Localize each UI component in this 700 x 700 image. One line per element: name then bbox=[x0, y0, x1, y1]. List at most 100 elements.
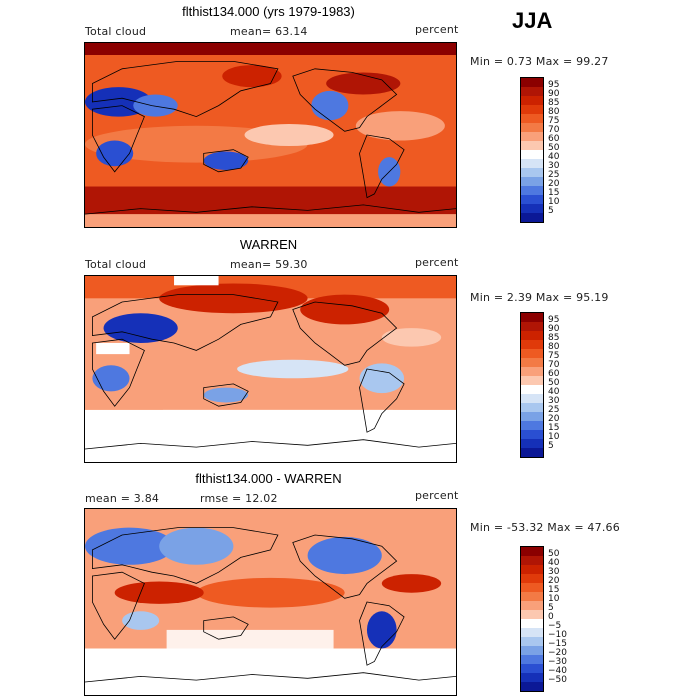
colorbar-swatch bbox=[521, 186, 543, 195]
panel-2-colorbar-ticks: 95 90 85 80 75 70 60 50 40 30 25 20 15 10 5 bbox=[548, 312, 578, 458]
colorbar-tick-label: 75 bbox=[548, 116, 560, 126]
map-shading bbox=[203, 387, 249, 403]
colorbar-swatch bbox=[521, 78, 543, 87]
colorbar-tick-label: 20 bbox=[548, 576, 560, 586]
coastline bbox=[92, 571, 145, 640]
colorbar-tick-label: 5 bbox=[548, 603, 554, 613]
map-shading bbox=[166, 629, 334, 653]
map-shading bbox=[92, 365, 130, 392]
colorbar-swatch bbox=[521, 313, 543, 322]
colorbar-tick-label: −20 bbox=[548, 648, 567, 658]
colorbar-swatch bbox=[521, 646, 543, 655]
colorbar-tick-label: 70 bbox=[548, 360, 560, 370]
colorbar-tick-label: 25 bbox=[548, 170, 560, 180]
colorbar-swatch bbox=[521, 421, 543, 430]
coastline bbox=[292, 301, 398, 366]
colorbar-tick-label: 60 bbox=[548, 369, 560, 379]
colorbar-tick-label: 30 bbox=[548, 396, 560, 406]
colorbar-swatch bbox=[521, 682, 543, 691]
coastline bbox=[203, 149, 249, 173]
colorbar-tick-label: 25 bbox=[548, 405, 560, 415]
panel-3-map-svg bbox=[85, 509, 456, 695]
colorbar-tick-label: 10 bbox=[548, 432, 560, 442]
colorbar-swatch bbox=[521, 556, 543, 565]
map-shading bbox=[85, 214, 456, 227]
colorbar-swatch bbox=[521, 105, 543, 114]
colorbar-tick-label: 40 bbox=[548, 558, 560, 568]
panel-3-rmse-label: rmse = 12.02 bbox=[200, 492, 278, 505]
colorbar-swatch bbox=[521, 403, 543, 412]
colorbar-tick-label: 40 bbox=[548, 152, 560, 162]
colorbar-tick-label: 80 bbox=[548, 107, 560, 117]
coastline bbox=[92, 527, 279, 584]
colorbar-tick-label: 95 bbox=[548, 80, 560, 90]
coastline bbox=[203, 616, 249, 640]
colorbar-swatch bbox=[521, 349, 543, 358]
colorbar-swatch bbox=[521, 358, 543, 367]
panel-3-title: flthist134.000 - WARREN bbox=[195, 471, 342, 486]
colorbar-swatch bbox=[521, 322, 543, 331]
colorbar-tick-label: 40 bbox=[548, 387, 560, 397]
colorbar-swatch bbox=[521, 87, 543, 96]
colorbar-swatch bbox=[521, 574, 543, 583]
colorbar-tick-label: 50 bbox=[548, 143, 560, 153]
map-shading bbox=[381, 574, 442, 593]
coastline bbox=[85, 672, 456, 683]
colorbar-swatch bbox=[521, 619, 543, 628]
map-shading bbox=[196, 577, 345, 608]
colorbar-swatch bbox=[521, 673, 543, 682]
colorbar-tick-label: 95 bbox=[548, 315, 560, 325]
map-shading bbox=[85, 411, 456, 462]
map-shading bbox=[159, 283, 308, 314]
colorbar-tick-label: 20 bbox=[548, 179, 560, 189]
colorbar-swatch bbox=[521, 385, 543, 394]
map-shading bbox=[114, 581, 204, 604]
coastline bbox=[92, 338, 145, 407]
colorbar-swatch bbox=[521, 195, 543, 204]
panel-2-map bbox=[84, 275, 457, 463]
map-shading bbox=[85, 648, 456, 695]
colorbar-tick-label: 5 bbox=[548, 206, 554, 216]
map-shading bbox=[174, 276, 219, 286]
map-shading bbox=[133, 94, 178, 117]
colorbar-tick-label: 15 bbox=[548, 585, 560, 595]
colorbar-swatch bbox=[521, 168, 543, 177]
colorbar-tick-label: 5 bbox=[548, 441, 554, 451]
colorbar-tick-label: 50 bbox=[548, 549, 560, 559]
panel-2-mean-label: mean= 59.30 bbox=[230, 258, 308, 271]
colorbar-swatch bbox=[521, 592, 543, 601]
colorbar-swatch bbox=[521, 439, 543, 448]
map-shading bbox=[203, 151, 249, 170]
panel-1-mean-label: mean= 63.14 bbox=[230, 25, 308, 38]
map-shading bbox=[359, 363, 405, 394]
colorbar-tick-label: 30 bbox=[548, 161, 560, 171]
map-shading bbox=[222, 65, 282, 88]
panel-1-colorbar bbox=[520, 77, 544, 223]
colorbar-tick-label: −15 bbox=[548, 639, 567, 649]
colorbar-swatch bbox=[521, 376, 543, 385]
colorbar-tick-label: −40 bbox=[548, 666, 567, 676]
panel-3-map bbox=[84, 508, 457, 696]
map-shading bbox=[311, 90, 349, 121]
colorbar-swatch bbox=[521, 114, 543, 123]
colorbar-tick-label: 50 bbox=[548, 378, 560, 388]
panel-2-title: WARREN bbox=[239, 237, 298, 252]
colorbar-swatch bbox=[521, 150, 543, 159]
panel-3-range-label: Min = -53.32 Max = 47.66 bbox=[470, 521, 620, 534]
colorbar-tick-label: 70 bbox=[548, 125, 560, 135]
map-shading bbox=[300, 294, 390, 325]
colorbar-swatch bbox=[521, 547, 543, 556]
panel-3-units-label: percent bbox=[415, 489, 459, 502]
panel-2-range-label: Min = 2.39 Max = 95.19 bbox=[470, 291, 609, 304]
colorbar-swatch bbox=[521, 132, 543, 141]
colorbar-swatch bbox=[521, 637, 543, 646]
map-shading bbox=[159, 527, 234, 565]
panel-2-left-label: Total cloud bbox=[85, 258, 147, 271]
colorbar-swatch bbox=[521, 394, 543, 403]
panel-2-units-label: percent bbox=[415, 256, 459, 269]
panel-1-title: flthist134.000 (yrs 1979-1983) bbox=[182, 4, 355, 19]
map-shading bbox=[122, 611, 160, 630]
coastline bbox=[359, 601, 405, 666]
colorbar-tick-label: 85 bbox=[548, 98, 560, 108]
coastline bbox=[92, 105, 145, 173]
